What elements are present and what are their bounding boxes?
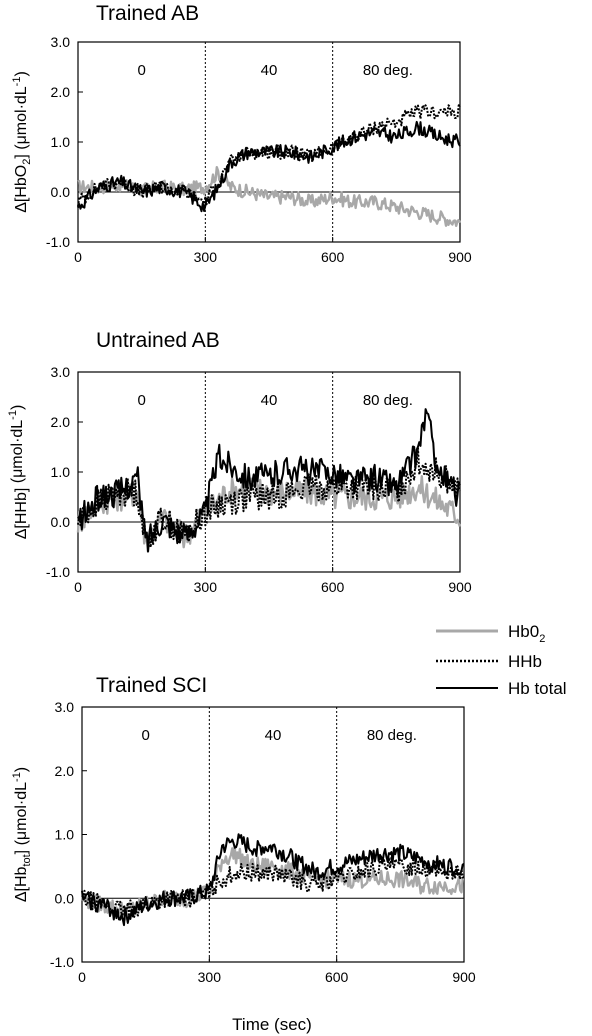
y-axis-label: Δ[HbO2] (μmol·dL-1) bbox=[11, 71, 33, 213]
series-line-3 bbox=[77, 120, 461, 213]
y-tick-label: 3.0 bbox=[55, 699, 75, 715]
phase-label: 0 bbox=[137, 392, 145, 409]
x-tick-label: 900 bbox=[448, 579, 472, 595]
y-tick-label: 1.0 bbox=[51, 464, 71, 480]
x-tick-label: 300 bbox=[194, 579, 218, 595]
y-tick-label: -1.0 bbox=[46, 564, 70, 580]
x-axis-label: Time (sec) bbox=[232, 1015, 312, 1034]
x-tick-label: 300 bbox=[198, 969, 222, 985]
series-line-2 bbox=[77, 104, 461, 209]
y-axis-label: Δ[HHb] (μmol·dL-1) bbox=[7, 405, 30, 540]
chart-panel-1: Trained AB0 40 80 deg.3.02.01.00.0-1.00 300… bbox=[11, 2, 472, 265]
legend-label-hhb: HHb bbox=[508, 652, 542, 671]
legend-label-hbo2: Hb02 bbox=[508, 622, 545, 645]
y-tick-label: -1.0 bbox=[46, 234, 70, 250]
x-tick-label: 600 bbox=[325, 969, 349, 985]
series-line-1 bbox=[77, 166, 462, 227]
chart-panel-2: Untrained AB0 40 80 deg.3.02.01.00.0-1.00 3… bbox=[7, 329, 472, 595]
phase-label: 0 bbox=[141, 727, 149, 744]
y-tick-label: 1.0 bbox=[51, 134, 71, 150]
y-tick-label: 2.0 bbox=[51, 414, 71, 430]
phase-label: 0 bbox=[137, 62, 145, 79]
x-tick-label: 600 bbox=[321, 249, 345, 265]
chart-title: Untrained AB bbox=[96, 329, 220, 352]
phase-label: 80 deg. bbox=[363, 392, 413, 409]
x-tick-label: 900 bbox=[452, 969, 476, 985]
phase-label: 40 bbox=[261, 62, 278, 79]
phase-label: 40 bbox=[265, 727, 282, 744]
x-tick-label: 0 bbox=[74, 249, 82, 265]
y-axis-label: Δ[Hbtot] (μmol·dL-1) bbox=[11, 767, 33, 902]
plot-frame bbox=[81, 706, 465, 963]
chart-title: Trained SCI bbox=[96, 674, 207, 697]
y-tick-label: 0.0 bbox=[55, 890, 75, 906]
y-tick-label: -1.0 bbox=[50, 954, 74, 970]
series-line-3 bbox=[77, 408, 461, 553]
y-tick-label: 3.0 bbox=[51, 34, 71, 50]
phase-label: 40 bbox=[261, 392, 278, 409]
series-line-3 bbox=[81, 833, 465, 927]
legend-label-hbtotal: Hb total bbox=[508, 679, 567, 698]
y-tick-label: 2.0 bbox=[51, 84, 71, 100]
panels: Trained AB0 40 80 deg.3.02.01.00.0-1.00 300… bbox=[7, 2, 476, 985]
y-tick-label: 0.0 bbox=[51, 514, 71, 530]
x-tick-label: 300 bbox=[194, 249, 218, 265]
phase-label: 80 deg. bbox=[367, 727, 417, 744]
y-tick-label: 3.0 bbox=[51, 364, 71, 380]
phase-label: 80 deg. bbox=[363, 62, 413, 79]
x-tick-label: 900 bbox=[448, 249, 472, 265]
x-tick-label: 0 bbox=[74, 579, 82, 595]
x-tick-label: 0 bbox=[78, 969, 86, 985]
y-tick-label: 1.0 bbox=[55, 827, 75, 843]
legend: Hb02 HHb Hb total bbox=[436, 622, 567, 698]
x-tick-label: 600 bbox=[321, 579, 345, 595]
y-tick-label: 0.0 bbox=[51, 184, 71, 200]
chart-title: Trained AB bbox=[96, 2, 199, 25]
y-tick-label: 2.0 bbox=[55, 763, 75, 779]
